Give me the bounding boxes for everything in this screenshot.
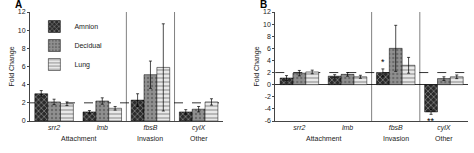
- svg-text:lmb: lmb: [342, 124, 353, 131]
- svg-text:Attachment: Attachment: [61, 135, 96, 142]
- svg-text:12: 12: [18, 8, 26, 15]
- svg-text:6: 6: [267, 45, 271, 52]
- svg-text:**: **: [427, 116, 435, 126]
- svg-text:Fold Change: Fold Change: [8, 46, 16, 86]
- svg-text:10: 10: [263, 21, 271, 28]
- svg-text:srr2: srr2: [48, 124, 60, 131]
- svg-text:-4: -4: [265, 105, 271, 112]
- svg-text:Other: Other: [190, 135, 208, 142]
- svg-text:lmb: lmb: [97, 124, 108, 131]
- svg-text:8: 8: [22, 45, 26, 52]
- svg-text:Invasion: Invasion: [383, 135, 409, 142]
- svg-text:*: *: [381, 57, 385, 67]
- svg-text:12: 12: [263, 8, 271, 15]
- svg-text:2: 2: [22, 99, 26, 106]
- svg-text:10: 10: [18, 27, 26, 34]
- svg-text:Amnion: Amnion: [74, 23, 98, 30]
- svg-text:cylX: cylX: [192, 124, 206, 132]
- svg-text:Decidual: Decidual: [74, 42, 102, 49]
- svg-text:cylX: cylX: [437, 124, 451, 132]
- svg-text:Other: Other: [435, 135, 453, 142]
- svg-text:Fold Change: Fold Change: [253, 46, 261, 86]
- svg-text:-6: -6: [265, 117, 271, 124]
- svg-text:8: 8: [267, 33, 271, 40]
- svg-text:Invasion: Invasion: [137, 135, 163, 142]
- svg-text:fbsB: fbsB: [389, 124, 403, 131]
- svg-text:2: 2: [267, 69, 271, 76]
- svg-text:Attachment: Attachment: [306, 135, 341, 142]
- svg-text:Lung: Lung: [74, 61, 90, 69]
- svg-text:fbsB: fbsB: [143, 124, 157, 131]
- svg-text:-2: -2: [265, 93, 271, 100]
- svg-text:4: 4: [267, 57, 271, 64]
- svg-text:0: 0: [267, 81, 271, 88]
- svg-text:4: 4: [22, 81, 26, 88]
- svg-text:srr2: srr2: [293, 124, 305, 131]
- svg-text:A: A: [15, 0, 22, 10]
- svg-text:0: 0: [22, 117, 26, 124]
- svg-text:B: B: [260, 0, 267, 10]
- svg-text:6: 6: [22, 63, 26, 70]
